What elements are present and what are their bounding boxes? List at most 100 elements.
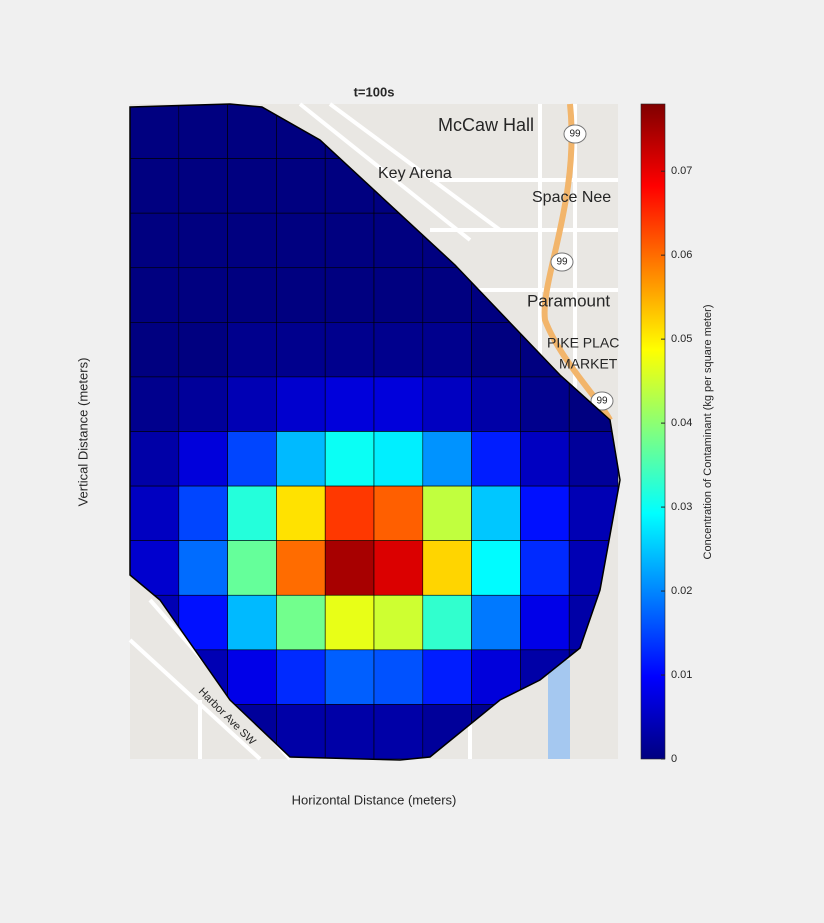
cell [422, 485, 472, 541]
cell [276, 376, 326, 432]
map-streets [128, 102, 618, 761]
map-label: 99 [556, 257, 568, 268]
cell [324, 594, 375, 651]
cell [178, 104, 228, 159]
cell [227, 649, 277, 705]
cell [276, 594, 326, 651]
street [328, 102, 502, 232]
route-shield [550, 252, 574, 272]
water [548, 660, 570, 759]
cell [471, 322, 521, 378]
cell [227, 104, 277, 159]
map-label: Space Nee [532, 189, 611, 206]
map-label: MARKET [559, 356, 618, 372]
cell [130, 212, 180, 269]
cell [276, 267, 326, 323]
cell [227, 594, 277, 651]
cell [227, 540, 277, 596]
cell [422, 267, 472, 323]
cell [227, 158, 277, 214]
cell [178, 267, 228, 323]
cell [520, 376, 570, 432]
cell [227, 267, 277, 323]
cell [471, 540, 521, 596]
cell [276, 322, 326, 378]
cell [520, 540, 570, 596]
cell [471, 594, 521, 651]
map-label: Key Arena [378, 165, 452, 182]
cell [324, 485, 375, 541]
colorbar-tick-label: 0.04 [671, 417, 692, 429]
colorbar-tick-label: 0.05 [671, 333, 692, 345]
street [128, 638, 262, 761]
street [298, 102, 472, 242]
y-axis-label: Vertical Distance (meters) [75, 358, 90, 507]
cell [422, 322, 472, 378]
cell [276, 485, 326, 541]
cell [130, 322, 180, 378]
cell [227, 322, 277, 378]
cell [520, 485, 570, 541]
cell [373, 485, 424, 541]
cell [324, 540, 375, 596]
cell [422, 376, 472, 432]
cell [276, 649, 326, 705]
route-shield [590, 391, 614, 411]
colorbar-label: Concentration of Contaminant (kg per squ… [702, 305, 714, 560]
cell [373, 431, 424, 487]
cell [471, 485, 521, 541]
map-label: 99 [569, 129, 581, 140]
map-label: 99 [596, 396, 608, 407]
cell [178, 322, 228, 378]
map-label: McCaw Hall [438, 115, 534, 135]
cell [324, 212, 375, 269]
cell [130, 267, 180, 323]
cell [324, 704, 375, 760]
colorbar-tick-label: 0.06 [671, 249, 692, 261]
cell [178, 540, 228, 596]
cell [276, 431, 326, 487]
colorbar-tick-label: 0.07 [671, 165, 692, 177]
cell [227, 376, 277, 432]
cell [373, 649, 424, 705]
cell [324, 322, 375, 378]
cell [422, 431, 472, 487]
highway [541, 103, 613, 422]
cell [373, 267, 424, 323]
colorbar-tick-label: 0.01 [671, 669, 692, 681]
cell [130, 485, 180, 541]
cell [324, 649, 375, 705]
cell [178, 158, 228, 214]
cell [227, 431, 277, 487]
cell [520, 431, 570, 487]
cell [276, 158, 326, 214]
cell [373, 704, 424, 760]
cell [276, 212, 326, 269]
domain-outline [129, 103, 621, 761]
map-label: Paramount [527, 291, 610, 310]
colorbar-tick-label: 0 [671, 753, 677, 765]
cell [276, 540, 326, 596]
cell [422, 540, 472, 596]
colorbar [640, 103, 666, 760]
colorbar-tick-label: 0.02 [671, 585, 692, 597]
cell [471, 431, 521, 487]
cell [178, 376, 228, 432]
cell [422, 594, 472, 651]
x-axis-label: Horizontal Distance (meters) [292, 792, 457, 807]
cell [324, 431, 375, 487]
cell [422, 649, 472, 705]
cell [373, 376, 424, 432]
cell [568, 431, 619, 487]
route-shield [563, 124, 587, 144]
cell [178, 431, 228, 487]
cell [373, 540, 424, 596]
cell [178, 485, 228, 541]
cell [227, 212, 277, 269]
cell [130, 376, 180, 432]
cell [373, 594, 424, 651]
map-label: PIKE PLAC [547, 335, 619, 351]
cell [471, 376, 521, 432]
colorbar-tick-label: 0.03 [671, 501, 692, 513]
